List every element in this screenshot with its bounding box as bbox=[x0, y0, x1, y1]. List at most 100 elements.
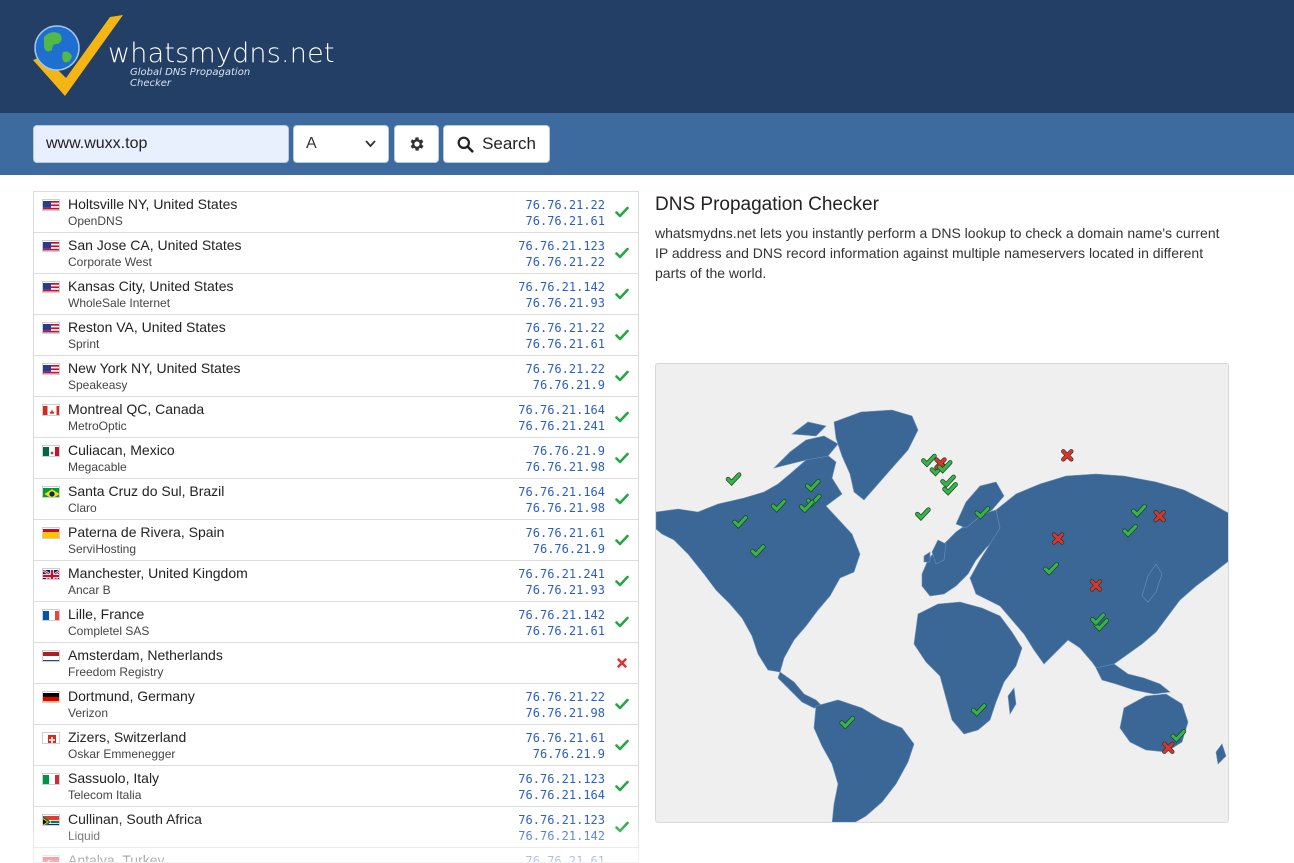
map-check-marker-icon bbox=[1122, 524, 1138, 538]
result-ips[interactable]: 76.76.21.123 76.76.21.22 bbox=[518, 238, 605, 270]
result-row[interactable]: Amsterdam, Netherlands Freedom Registry bbox=[34, 643, 638, 684]
result-ip[interactable]: 76.76.21.61 bbox=[525, 214, 605, 228]
result-ip[interactable]: 76.76.21.93 bbox=[525, 296, 605, 310]
result-ips[interactable]: 76.76.21.142 76.76.21.61 bbox=[518, 607, 605, 639]
result-ips[interactable]: 76.76.21.61 76.76.21.9 bbox=[526, 525, 605, 557]
result-status bbox=[615, 369, 629, 383]
result-location: San Jose CA, United States bbox=[68, 237, 242, 253]
result-row[interactable]: Dortmund, Germany Verizon 76.76.21.22 76.76… bbox=[34, 684, 638, 725]
result-location: Dortmund, Germany bbox=[68, 688, 195, 704]
settings-button[interactable] bbox=[394, 125, 439, 163]
result-ips[interactable]: 76.76.21.61 bbox=[525, 853, 605, 863]
result-ip[interactable]: 76.76.21.123 bbox=[518, 813, 605, 827]
check-icon bbox=[615, 452, 629, 464]
result-row[interactable]: Antalya, Turkey 76.76.21.61 bbox=[34, 848, 638, 863]
check-icon bbox=[615, 698, 629, 710]
result-ip[interactable]: 76.76.21.123 bbox=[518, 239, 605, 253]
us-flag-icon bbox=[42, 281, 60, 293]
result-ip[interactable]: 76.76.21.22 bbox=[525, 255, 605, 269]
result-row[interactable]: Sassuolo, Italy Telecom Italia 76.76.21.12… bbox=[34, 766, 638, 807]
check-icon bbox=[615, 370, 629, 382]
result-row[interactable]: Santa Cruz do Sul, Brazil Claro 76.76.21.1… bbox=[34, 479, 638, 520]
result-ip[interactable]: 76.76.21.98 bbox=[525, 501, 605, 515]
world-map bbox=[655, 363, 1229, 823]
result-location: Manchester, United Kingdom bbox=[68, 565, 248, 581]
result-ips[interactable]: 76.76.21.9 76.76.21.98 bbox=[526, 443, 605, 475]
result-ip[interactable]: 76.76.21.61 bbox=[525, 731, 605, 745]
result-ip[interactable]: 76.76.21.9 bbox=[532, 542, 605, 556]
result-ips[interactable]: 76.76.21.22 76.76.21.61 bbox=[526, 197, 605, 229]
result-ip[interactable]: 76.76.21.61 bbox=[525, 337, 605, 351]
map-check-marker-icon bbox=[1093, 618, 1110, 632]
result-row[interactable]: Holtsville NY, United States OpenDNS 76.76… bbox=[34, 192, 638, 233]
check-icon bbox=[615, 575, 629, 587]
result-ip[interactable]: 76.76.21.142 bbox=[518, 608, 605, 622]
result-location: Zizers, Switzerland bbox=[68, 729, 187, 745]
result-row[interactable]: Paterna de Rivera, Spain ServiHosting 76.7… bbox=[34, 520, 638, 561]
result-ips[interactable]: 76.76.21.22 76.76.21.9 bbox=[526, 361, 605, 393]
it-flag-icon bbox=[42, 773, 60, 785]
result-ip[interactable]: 76.76.21.164 bbox=[518, 485, 605, 499]
map-check-marker-icon bbox=[798, 499, 815, 514]
result-ip[interactable]: 76.76.21.98 bbox=[525, 460, 605, 474]
result-ip[interactable]: 76.76.21.142 bbox=[518, 829, 605, 843]
result-ip[interactable]: 76.76.21.123 bbox=[518, 772, 605, 786]
site-logo[interactable]: whatsmydns.net Global DNS Propagation Ch… bbox=[30, 12, 334, 102]
us-flag-icon bbox=[42, 363, 60, 375]
br-flag-icon bbox=[42, 486, 60, 498]
result-ips[interactable]: 76.76.21.61 76.76.21.9 bbox=[526, 730, 605, 762]
result-ip[interactable]: 76.76.21.142 bbox=[518, 280, 605, 294]
result-ip[interactable]: 76.76.21.93 bbox=[525, 583, 605, 597]
de-flag-icon bbox=[42, 691, 60, 703]
result-ip[interactable]: 76.76.21.9 bbox=[532, 747, 605, 761]
result-ip[interactable]: 76.76.21.22 bbox=[525, 690, 605, 704]
result-ip[interactable]: 76.76.21.22 bbox=[525, 321, 605, 335]
result-ips[interactable]: 76.76.21.241 76.76.21.93 bbox=[518, 566, 605, 598]
record-type-value: A bbox=[306, 135, 317, 152]
result-ips[interactable]: 76.76.21.22 76.76.21.98 bbox=[526, 689, 605, 721]
result-row[interactable]: Lille, France Completel SAS 76.76.21.142 76… bbox=[34, 602, 638, 643]
result-row[interactable]: Zizers, Switzerland Oskar Emmenegger 76.76… bbox=[34, 725, 638, 766]
result-ip[interactable]: 76.76.21.9 bbox=[532, 444, 605, 458]
result-ips[interactable]: 76.76.21.164 76.76.21.98 bbox=[518, 484, 605, 516]
record-type-select[interactable]: A bbox=[293, 125, 389, 163]
result-ips[interactable]: 76.76.21.123 76.76.21.142 bbox=[518, 812, 605, 844]
result-ip[interactable]: 76.76.21.9 bbox=[532, 378, 605, 392]
result-row[interactable]: Kansas City, United States WholeSale Inte… bbox=[34, 274, 638, 315]
result-ips[interactable]: 76.76.21.164 76.76.21.241 bbox=[518, 402, 605, 434]
result-ip[interactable]: 76.76.21.61 bbox=[525, 624, 605, 638]
result-row[interactable]: San Jose CA, United States Corporate West… bbox=[34, 233, 638, 274]
result-ip[interactable]: 76.76.21.61 bbox=[525, 854, 605, 863]
cross-icon bbox=[617, 658, 627, 668]
result-ip[interactable]: 76.76.21.164 bbox=[518, 788, 605, 802]
check-icon bbox=[615, 821, 629, 833]
result-ip[interactable]: 76.76.21.241 bbox=[518, 567, 605, 581]
result-row[interactable]: Cullinan, South Africa Liquid 76.76.21.123… bbox=[34, 807, 638, 848]
result-provider: Ancar B bbox=[68, 583, 111, 597]
result-provider: MetroOptic bbox=[68, 419, 127, 433]
result-row[interactable]: Reston VA, United States Sprint 76.76.21.2… bbox=[34, 315, 638, 356]
result-location: Reston VA, United States bbox=[68, 319, 226, 335]
result-ips[interactable]: 76.76.21.22 76.76.21.61 bbox=[526, 320, 605, 352]
result-row[interactable]: Montreal QC, Canada MetroOptic 76.76.21.16… bbox=[34, 397, 638, 438]
result-ip[interactable]: 76.76.21.22 bbox=[525, 198, 605, 212]
result-row[interactable]: Culiacan, Mexico Megacable 76.76.21.9 76.76… bbox=[34, 438, 638, 479]
result-ip[interactable]: 76.76.21.241 bbox=[518, 419, 605, 433]
result-ip[interactable]: 76.76.21.22 bbox=[525, 362, 605, 376]
result-location: Santa Cruz do Sul, Brazil bbox=[68, 483, 225, 499]
result-location: Paterna de Rivera, Spain bbox=[68, 524, 225, 540]
result-ip[interactable]: 76.76.21.164 bbox=[518, 403, 605, 417]
result-ip[interactable]: 76.76.21.61 bbox=[525, 526, 605, 540]
result-location: New York NY, United States bbox=[68, 360, 241, 376]
result-status bbox=[615, 451, 629, 465]
result-ips[interactable]: 76.76.21.142 76.76.21.93 bbox=[518, 279, 605, 311]
result-row[interactable]: Manchester, United Kingdom Ancar B 76.76.2… bbox=[34, 561, 638, 602]
result-ip[interactable]: 76.76.21.98 bbox=[525, 706, 605, 720]
domain-input[interactable] bbox=[33, 125, 289, 163]
result-provider: Telecom Italia bbox=[68, 788, 142, 802]
chevron-down-icon bbox=[365, 140, 376, 148]
result-ips[interactable]: 76.76.21.123 76.76.21.164 bbox=[518, 771, 605, 803]
check-icon bbox=[615, 411, 629, 423]
search-button[interactable]: Search bbox=[443, 125, 550, 163]
result-row[interactable]: New York NY, United States Speakeasy 76.76… bbox=[34, 356, 638, 397]
